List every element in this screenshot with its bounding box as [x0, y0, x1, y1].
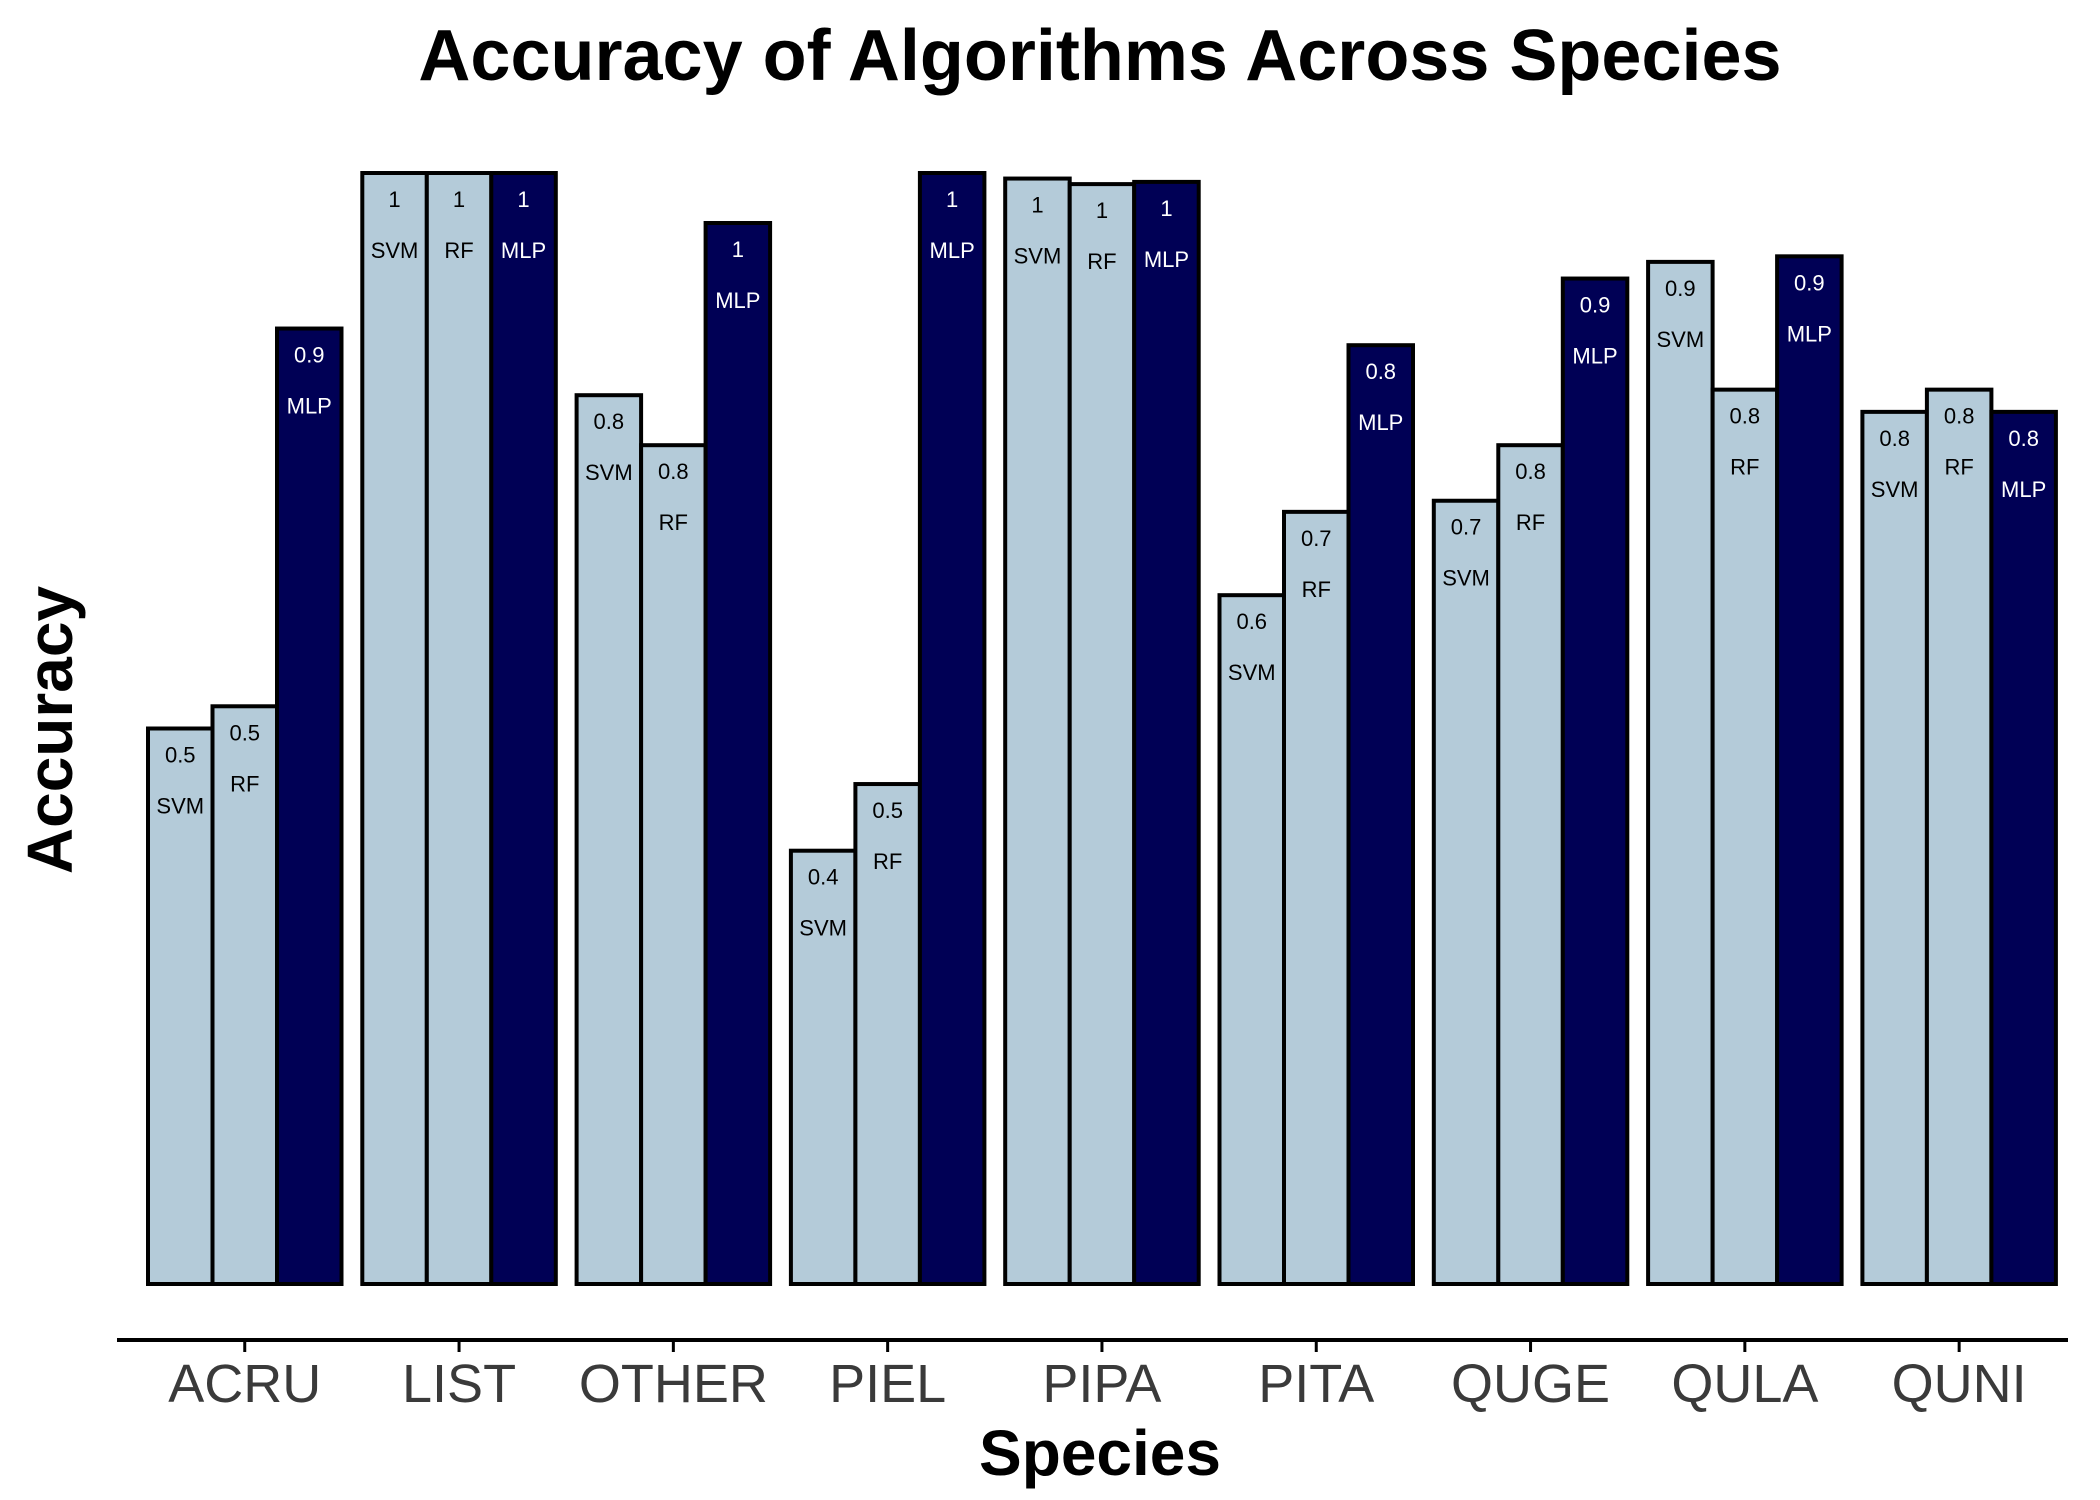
- bar-value-label: 0.4: [808, 865, 839, 890]
- bar-value-label: 1: [946, 187, 958, 212]
- x-tick-label: ACRU: [168, 1354, 321, 1414]
- bar-pita-svm: [1217, 593, 1286, 1286]
- x-tick-label: PITA: [1258, 1354, 1374, 1414]
- bar-series-label: RF: [1944, 455, 1973, 480]
- chart-title: Accuracy of Algorithms Across Species: [418, 16, 1781, 96]
- x-tick-label: QUNI: [1892, 1354, 2027, 1414]
- bar-value-label: 0.9: [1665, 276, 1696, 301]
- bar-value-label: 1: [517, 187, 529, 212]
- bar-series-label: MLP: [930, 238, 975, 263]
- bar-value-label: 0.9: [294, 343, 325, 368]
- bar-series-label: SVM: [1657, 327, 1705, 352]
- bar-list-rf: [424, 171, 494, 1286]
- bar-series-label: MLP: [715, 288, 760, 313]
- x-tick-label: QULA: [1671, 1354, 1818, 1414]
- bar-quni-mlp: [1989, 409, 2058, 1286]
- bar-value-label: 1: [1096, 198, 1108, 223]
- bar-value-label: 0.7: [1301, 526, 1332, 551]
- bar-series-label: SVM: [1228, 660, 1276, 685]
- bar-value-label: 0.8: [2008, 426, 2039, 451]
- bar-series-label: RF: [1730, 455, 1759, 480]
- bar-series-label: SVM: [1442, 566, 1490, 591]
- bar-series-label: MLP: [1144, 247, 1189, 272]
- bar-quge-mlp: [1560, 276, 1630, 1287]
- bar-value-label: 0.6: [1236, 609, 1267, 634]
- bar-value-label: 0.5: [229, 720, 260, 745]
- bar-series-label: RF: [873, 849, 902, 874]
- bar-value-label: 1: [1160, 196, 1172, 221]
- y-axis-title: Accuracy: [14, 586, 86, 875]
- bar-series-label: MLP: [287, 394, 332, 419]
- bar-value-label: 1: [453, 187, 465, 212]
- bar-quge-rf: [1496, 443, 1565, 1286]
- bar-other-svm: [574, 393, 644, 1286]
- x-tick-label: OTHER: [579, 1354, 768, 1414]
- bar-series-label: RF: [444, 238, 473, 263]
- bar-value-label: 0.8: [1879, 426, 1910, 451]
- bar-series-label: RF: [1302, 577, 1331, 602]
- bar-pipa-svm: [1003, 176, 1072, 1286]
- x-tick-label: PIEL: [829, 1354, 946, 1414]
- bar-value-label: 0.5: [165, 743, 196, 768]
- bar-series-label: SVM: [156, 794, 204, 819]
- x-tick-label: LIST: [402, 1354, 516, 1414]
- bar-qula-rf: [1710, 387, 1780, 1286]
- bar-pita-mlp: [1346, 343, 1415, 1286]
- bar-value-label: 0.8: [658, 459, 689, 484]
- bar-series-label: SVM: [1014, 244, 1062, 269]
- bar-list-mlp: [489, 171, 558, 1286]
- bar-acru-mlp: [275, 326, 344, 1287]
- bar-other-mlp: [703, 220, 773, 1286]
- bar-labels-group: 0.5 SVM 0.5 RF 0.9 MLP 1 SVM 1 RF 1 MLP 0.8 SVM 0.8 RF 1…: [156, 187, 2046, 941]
- bar-pipa-rf: [1067, 182, 1137, 1287]
- bar-value-label: 1: [388, 187, 400, 212]
- bar-series-label: MLP: [1787, 321, 1832, 346]
- bar-other-rf: [639, 443, 708, 1286]
- bar-value-label: 0.9: [1794, 270, 1825, 295]
- bar-value-label: 0.8: [1944, 404, 1975, 429]
- bar-series-label: MLP: [2001, 477, 2046, 502]
- bar-series-label: RF: [1087, 249, 1116, 274]
- bar-value-label: 1: [1031, 193, 1043, 218]
- bar-quge-svm: [1431, 498, 1501, 1286]
- bar-quni-rf: [1924, 387, 1994, 1286]
- bar-list-svm: [360, 171, 429, 1286]
- bar-acru-rf: [210, 704, 279, 1286]
- bar-pita-rf: [1282, 509, 1351, 1287]
- bar-series-label: SVM: [585, 460, 633, 485]
- bar-series-label: SVM: [371, 238, 419, 263]
- x-ticks-group: ACRU LIST OTHER PIEL PIPA PITA QUGE QULA QUNI: [168, 1340, 2027, 1414]
- bar-qula-svm: [1646, 259, 1715, 1286]
- bar-value-label: 1: [732, 237, 744, 262]
- bar-series-label: RF: [659, 510, 688, 535]
- bar-piel-svm: [788, 848, 858, 1287]
- bar-value-label: 0.7: [1451, 515, 1482, 540]
- bar-qula-mlp: [1775, 254, 1844, 1287]
- bar-value-label: 0.8: [1365, 359, 1396, 384]
- bar-series-label: SVM: [1871, 477, 1919, 502]
- x-axis-title: Species: [979, 1417, 1221, 1489]
- bar-series-label: MLP: [501, 238, 546, 263]
- bar-series-label: MLP: [1358, 410, 1403, 435]
- bar-series-label: RF: [230, 771, 259, 796]
- x-tick-label: PIPA: [1042, 1354, 1161, 1414]
- bar-series-label: SVM: [799, 916, 847, 941]
- bar-series-label: RF: [1516, 510, 1545, 535]
- bar-series-label: MLP: [1572, 344, 1617, 369]
- bar-value-label: 0.5: [872, 798, 903, 823]
- bars-group: [146, 171, 2058, 1287]
- x-tick-label: QUGE: [1451, 1354, 1610, 1414]
- bar-value-label: 0.8: [1515, 459, 1546, 484]
- bar-value-label: 0.9: [1580, 293, 1611, 318]
- bar-value-label: 0.8: [1730, 404, 1761, 429]
- bar-pipa-mlp: [1132, 179, 1201, 1287]
- bar-value-label: 0.8: [594, 409, 625, 434]
- bar-quni-svm: [1860, 409, 1929, 1286]
- bar-piel-mlp: [917, 171, 987, 1286]
